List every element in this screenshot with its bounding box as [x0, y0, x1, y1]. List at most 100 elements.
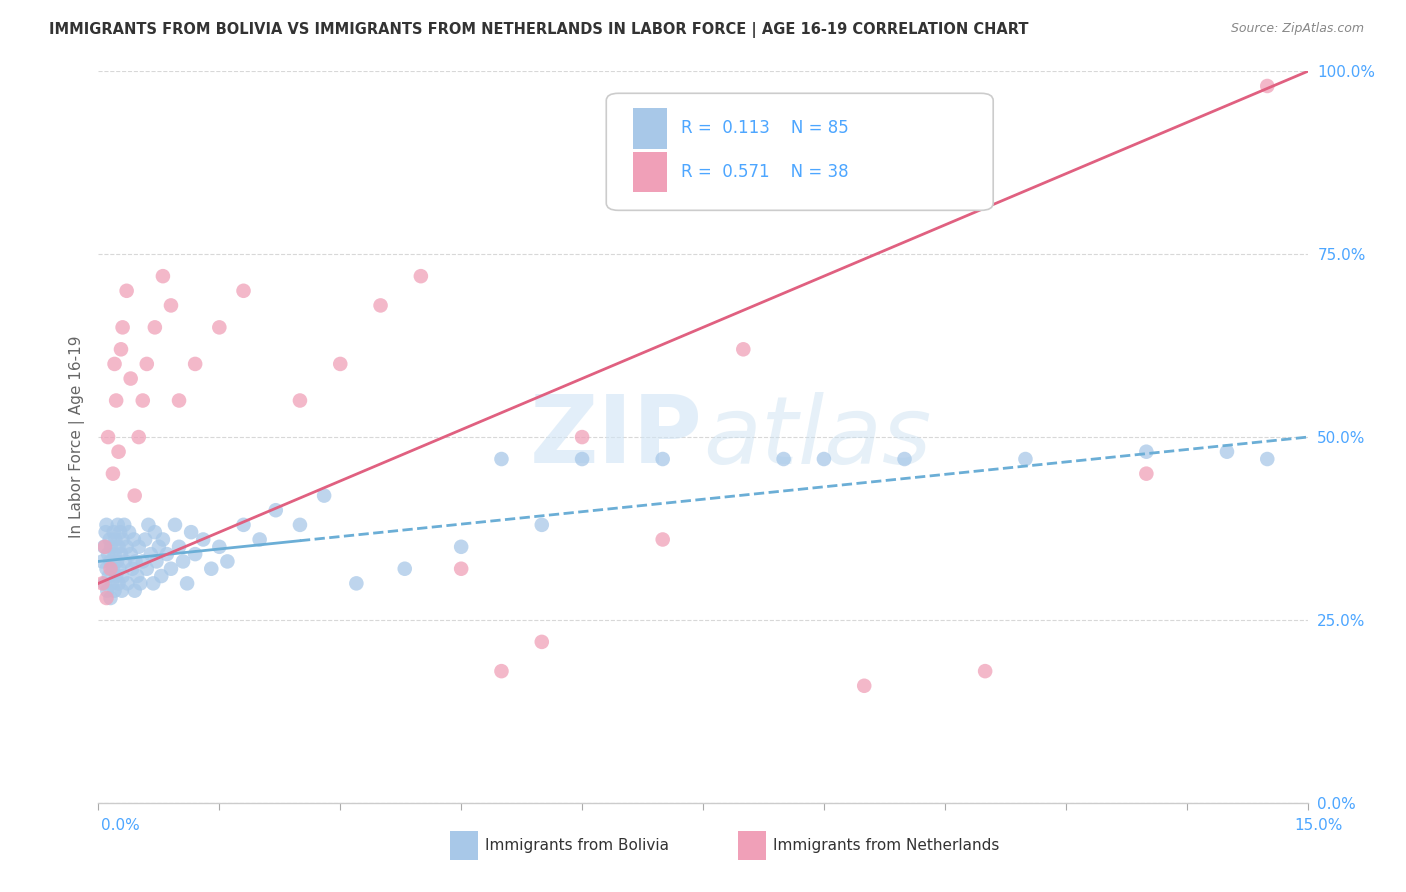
Point [120, 371, 142, 385]
Point [651, 533, 673, 547]
Point [135, 357, 157, 371]
Point [394, 562, 416, 576]
Text: IMMIGRANTS FROM BOLIVIA VS IMMIGRANTS FROM NETHERLANDS IN LABOR FORCE | AGE 16-1: IMMIGRANTS FROM BOLIVIA VS IMMIGRANTS FR… [49, 22, 1029, 38]
Point [167, 393, 190, 408]
Point [124, 489, 146, 503]
Point [172, 554, 194, 568]
Point [91, 576, 114, 591]
Point [288, 517, 311, 532]
Point [184, 547, 207, 561]
Point [1135, 444, 1157, 458]
Point [200, 562, 222, 576]
Text: Source: ZipAtlas.com: Source: ZipAtlas.com [1230, 22, 1364, 36]
Bar [633, 153, 666, 193]
Text: atlas: atlas [703, 392, 931, 483]
Point [128, 540, 150, 554]
Point [111, 583, 134, 598]
Point [100, 591, 122, 605]
Point [249, 533, 271, 547]
Point [143, 525, 166, 540]
Point [107, 576, 129, 591]
Point [193, 533, 215, 547]
Point [105, 554, 128, 568]
Point [115, 540, 138, 554]
Point [121, 562, 143, 576]
Point [138, 517, 160, 532]
Point [100, 562, 122, 576]
Point [96, 583, 118, 598]
Point [111, 320, 134, 334]
Point [651, 452, 673, 467]
Point [105, 569, 128, 583]
Point [127, 569, 149, 583]
Text: 15.0%: 15.0% [1295, 818, 1343, 832]
Point [134, 533, 156, 547]
Point [108, 562, 131, 576]
Point [104, 533, 127, 547]
Point [124, 583, 146, 598]
Y-axis label: In Labor Force | Age 16-19: In Labor Force | Age 16-19 [69, 335, 84, 539]
Point [110, 547, 132, 561]
Point [733, 343, 755, 357]
Point [530, 517, 553, 532]
Text: Immigrants from Netherlands: Immigrants from Netherlands [773, 838, 1000, 853]
Point [530, 635, 553, 649]
Point [156, 547, 179, 561]
Point [98, 533, 121, 547]
Point [344, 576, 367, 591]
Point [124, 554, 146, 568]
Point [1256, 452, 1278, 467]
Point [329, 357, 352, 371]
Point [772, 452, 794, 467]
Point [1135, 467, 1157, 481]
Point [370, 298, 392, 312]
Point [813, 452, 835, 467]
Point [409, 269, 432, 284]
Point [152, 269, 174, 284]
Text: ZIP: ZIP [530, 391, 703, 483]
Point [120, 547, 142, 561]
Text: R =  0.571    N = 38: R = 0.571 N = 38 [682, 163, 849, 181]
Point [101, 467, 124, 481]
Point [132, 393, 155, 408]
Point [217, 554, 239, 568]
Point [101, 576, 124, 591]
Point [103, 525, 125, 540]
Point [118, 525, 141, 540]
Point [103, 547, 125, 561]
Point [1216, 444, 1239, 458]
Point [105, 393, 128, 408]
Point [110, 343, 132, 357]
Point [107, 540, 129, 554]
Point [96, 562, 118, 576]
Point [152, 533, 174, 547]
Point [111, 569, 134, 583]
Point [129, 576, 152, 591]
Point [180, 525, 202, 540]
Point [91, 554, 114, 568]
Point [96, 517, 118, 532]
Point [143, 320, 166, 334]
Point [1014, 452, 1036, 467]
Point [491, 452, 513, 467]
Point [114, 554, 136, 568]
Point [107, 444, 129, 458]
Point [184, 357, 207, 371]
Point [571, 430, 593, 444]
Point [97, 547, 120, 561]
Point [450, 562, 472, 576]
Point [893, 452, 915, 467]
Point [571, 452, 593, 467]
Point [107, 517, 129, 532]
Point [142, 576, 165, 591]
Point [135, 562, 157, 576]
Point [122, 533, 145, 547]
Text: R =  0.113    N = 85: R = 0.113 N = 85 [682, 120, 849, 137]
Point [103, 357, 125, 371]
Point [97, 430, 120, 444]
Point [115, 284, 138, 298]
Point [853, 679, 876, 693]
Point [97, 569, 120, 583]
Point [1256, 78, 1278, 93]
Text: Immigrants from Bolivia: Immigrants from Bolivia [485, 838, 669, 853]
